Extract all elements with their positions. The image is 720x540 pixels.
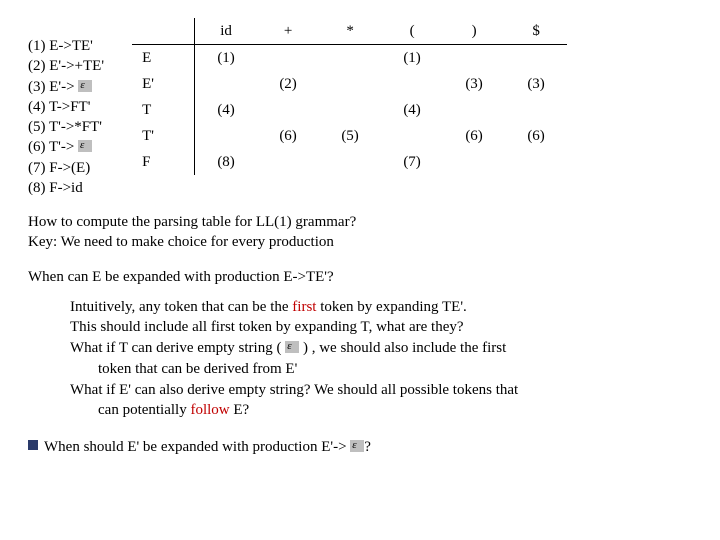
cell — [505, 45, 567, 72]
cell — [505, 97, 567, 123]
line-4b: can potentially follow E? — [98, 400, 692, 421]
table-header-row: id + * ( ) $ — [132, 18, 567, 45]
table-row: T (4) (4) — [132, 97, 567, 123]
cell: (4) — [381, 97, 443, 123]
explanation-para: Intuitively, any token that can be the f… — [70, 297, 692, 421]
epsilon-icon — [285, 341, 299, 353]
q4-text: When should E' be expanded with producti… — [44, 439, 350, 455]
cell: (1) — [381, 45, 443, 72]
table-row: F (8) (7) — [132, 149, 567, 175]
text: Intuitively, any token that can be the — [70, 299, 292, 315]
cell: (7) — [381, 149, 443, 175]
cell — [381, 123, 443, 149]
col-star: * — [319, 18, 381, 45]
question-block-1: How to compute the parsing table for LL(… — [28, 212, 692, 253]
text: E? — [230, 402, 250, 418]
keyword-follow: follow — [190, 402, 229, 418]
cell: (6) — [443, 123, 505, 149]
q4-tail: ? — [364, 439, 371, 455]
cell — [443, 149, 505, 175]
col-dollar: $ — [505, 18, 567, 45]
cell — [257, 45, 319, 72]
cell — [257, 97, 319, 123]
col-plus: + — [257, 18, 319, 45]
cell — [319, 97, 381, 123]
line-1: Intuitively, any token that can be the f… — [70, 297, 692, 318]
table-row: T' (6) (5) (6) (6) — [132, 123, 567, 149]
q2: Key: We need to make choice for every pr… — [28, 232, 692, 252]
production-list: (1) E->TE' (2) E'->+TE' (3) E'-> (4) T->… — [28, 36, 104, 198]
prod-2: (2) E'->+TE' — [28, 56, 104, 76]
cell — [319, 149, 381, 175]
text: What if T can derive empty string ( — [70, 340, 285, 356]
cell — [257, 149, 319, 175]
prod-7: (7) F->(E) — [28, 158, 104, 178]
col-rparen: ) — [443, 18, 505, 45]
prod-3: (3) E'-> — [28, 77, 104, 97]
prod-1: (1) E->TE' — [28, 36, 104, 56]
cell: (4) — [195, 97, 258, 123]
row-F: F — [132, 149, 195, 175]
line-2: This should include all first token by e… — [70, 317, 692, 338]
table-corner — [132, 18, 195, 45]
cell: (6) — [505, 123, 567, 149]
cell: (8) — [195, 149, 258, 175]
line-3c: token that can be derived from E' — [98, 359, 692, 380]
cell — [195, 123, 258, 149]
cell — [319, 45, 381, 72]
text: token by expanding TE'. — [316, 299, 466, 315]
q1: How to compute the parsing table for LL(… — [28, 212, 692, 232]
col-id: id — [195, 18, 258, 45]
table-row: E' (2) (3) (3) — [132, 71, 567, 97]
cell: (5) — [319, 123, 381, 149]
row-E: E — [132, 45, 195, 72]
cell: (1) — [195, 45, 258, 72]
cell: (3) — [443, 71, 505, 97]
cell — [505, 149, 567, 175]
q3: When can E be expanded with production E… — [28, 267, 692, 287]
cell: (2) — [257, 71, 319, 97]
table-row: E (1) (1) — [132, 45, 567, 72]
line-4a: What if E' can also derive empty string?… — [70, 380, 692, 401]
cell — [443, 45, 505, 72]
bullet-icon — [28, 440, 38, 450]
cell: (6) — [257, 123, 319, 149]
keyword-first: first — [292, 299, 316, 315]
cell: (3) — [505, 71, 567, 97]
prod-5: (5) T'->*FT' — [28, 117, 104, 137]
prod-6: (6) T'-> — [28, 137, 104, 157]
line-3: What if T can derive empty string ( ) , … — [70, 338, 692, 359]
cell — [195, 71, 258, 97]
row-Tp: T' — [132, 123, 195, 149]
col-lparen: ( — [381, 18, 443, 45]
row-T: T — [132, 97, 195, 123]
text: can potentially — [98, 402, 190, 418]
cell — [381, 71, 443, 97]
epsilon-icon — [78, 80, 92, 92]
cell — [319, 71, 381, 97]
prod-4: (4) T->FT' — [28, 97, 104, 117]
text: ) , we should also include the first — [299, 340, 506, 356]
epsilon-icon — [350, 440, 364, 452]
question-block-3: When should E' be expanded with producti… — [28, 437, 692, 457]
question-block-2: When can E be expanded with production E… — [28, 267, 692, 287]
epsilon-icon — [78, 140, 92, 152]
cell — [443, 97, 505, 123]
row-Ep: E' — [132, 71, 195, 97]
parsing-table: id + * ( ) $ E (1) (1) E' (2) (3) (3) T — [132, 18, 567, 175]
prod-8: (8) F->id — [28, 178, 104, 198]
